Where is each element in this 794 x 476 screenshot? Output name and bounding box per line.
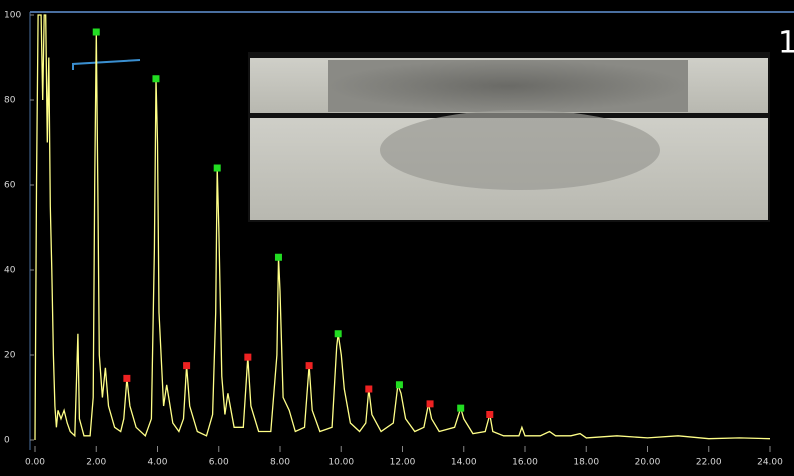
peak-marker (395, 381, 403, 389)
peak-marker (92, 28, 100, 36)
peak-marker (305, 362, 313, 370)
x-tick-label: 12.00 (390, 458, 416, 468)
x-tick-label: 2.00 (86, 458, 106, 468)
x-tick-label: 22.00 (696, 458, 722, 468)
peak-marker (334, 330, 342, 338)
peak-marker (152, 75, 160, 83)
peak-marker (457, 404, 465, 412)
x-tick-label: 6.00 (209, 458, 229, 468)
x-tick-label: 4.00 (147, 458, 167, 468)
specimen-photo (248, 52, 770, 222)
y-tick-label: 60 (4, 181, 16, 191)
y-tick-label: 100 (4, 11, 21, 21)
x-tick-label: 18.00 (573, 458, 599, 468)
peak-marker (426, 400, 434, 408)
y-tick-label: 80 (4, 96, 16, 106)
peak-marker (486, 411, 494, 418)
x-tick-label: 24.00 (757, 458, 783, 468)
peak-marker (274, 253, 282, 261)
y-tick-label: 40 (4, 266, 16, 276)
peak-marker (365, 385, 373, 393)
peak-marker (123, 374, 131, 382)
peak-marker (244, 353, 252, 361)
peak-marker (183, 362, 191, 370)
gate (72, 59, 141, 70)
x-tick-label: 8.00 (270, 458, 290, 468)
x-tick-label: 10.00 (328, 458, 354, 468)
y-tick-label: 20 (4, 351, 16, 361)
y-tick-label: 0 (4, 436, 10, 446)
x-tick-label: 16.00 (512, 458, 538, 468)
peak-marker (213, 164, 221, 172)
annotation: 1 (778, 26, 794, 61)
x-tick-label: 14.00 (451, 458, 477, 468)
trace (34, 14, 771, 441)
x-tick-label: 0.00 (25, 458, 45, 468)
x-tick-label: 20.00 (635, 458, 661, 468)
